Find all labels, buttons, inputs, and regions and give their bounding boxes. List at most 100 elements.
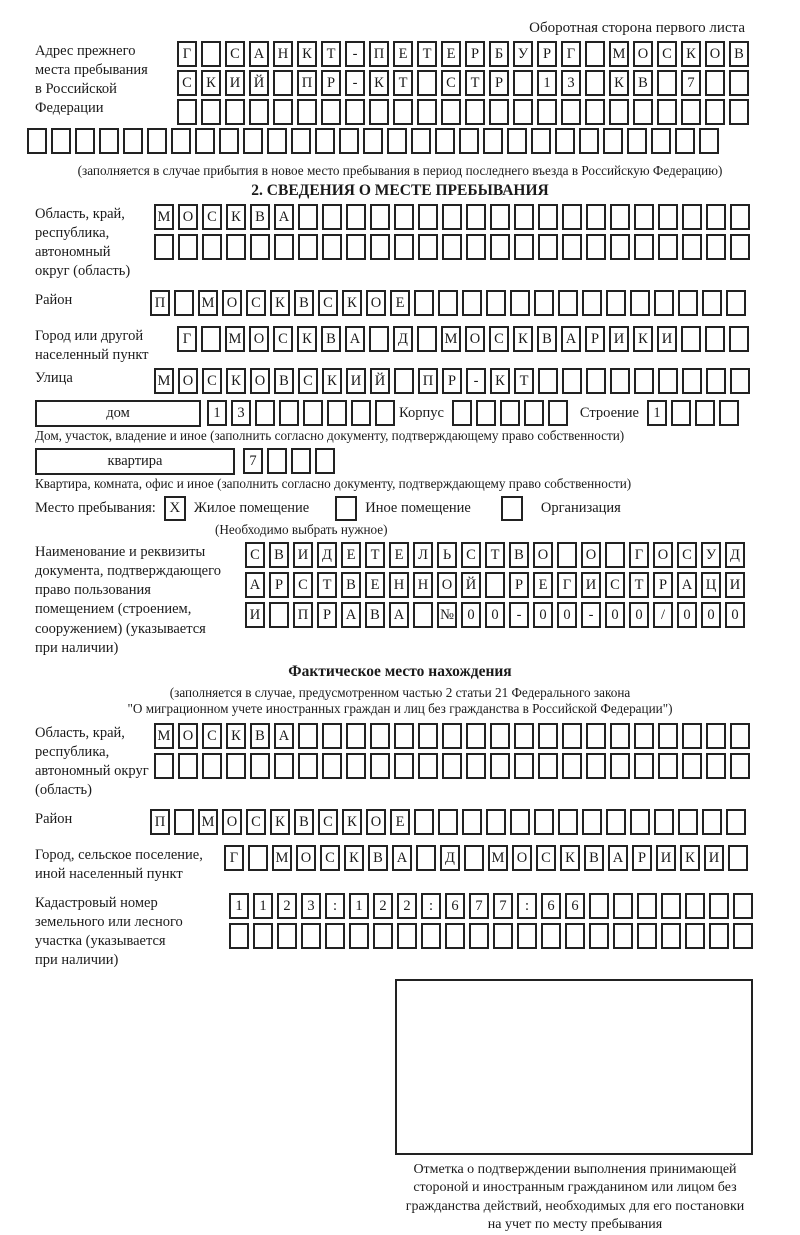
char-box[interactable] <box>154 234 174 260</box>
char-box[interactable] <box>274 234 294 260</box>
char-box[interactable] <box>411 128 431 154</box>
char-box[interactable]: К <box>560 845 580 871</box>
char-box[interactable] <box>466 234 486 260</box>
char-box[interactable] <box>603 128 623 154</box>
char-box[interactable]: Е <box>389 542 409 568</box>
char-box[interactable] <box>177 99 197 125</box>
char-box[interactable] <box>248 845 268 871</box>
char-box[interactable] <box>634 234 654 260</box>
char-box[interactable] <box>606 809 626 835</box>
char-box[interactable] <box>730 723 750 749</box>
char-box[interactable] <box>694 400 715 426</box>
char-box[interactable] <box>610 234 630 260</box>
char-box[interactable] <box>315 128 335 154</box>
char-box[interactable] <box>490 753 510 779</box>
char-box[interactable] <box>654 809 674 835</box>
char-box[interactable]: С <box>298 368 318 394</box>
char-box[interactable] <box>630 290 650 316</box>
organization-checkbox[interactable] <box>500 495 523 521</box>
char-box[interactable] <box>634 753 654 779</box>
char-box[interactable]: Т <box>485 542 505 568</box>
char-box[interactable] <box>730 204 750 230</box>
char-box[interactable]: В <box>509 542 529 568</box>
char-box[interactable]: - <box>345 41 365 67</box>
char-box[interactable]: 7 <box>493 893 513 919</box>
char-box[interactable]: О <box>633 41 653 67</box>
char-box[interactable] <box>651 128 671 154</box>
char-box[interactable]: Г <box>557 572 577 598</box>
other-premises-checkbox[interactable] <box>335 495 358 521</box>
char-box[interactable]: О <box>653 542 673 568</box>
char-box[interactable]: А <box>274 723 294 749</box>
char-box[interactable] <box>462 809 482 835</box>
char-box[interactable] <box>729 326 749 352</box>
char-box[interactable] <box>75 128 95 154</box>
char-box[interactable]: Т <box>393 70 413 96</box>
char-box[interactable]: П <box>369 41 389 67</box>
char-box[interactable] <box>417 99 437 125</box>
char-box[interactable]: М <box>154 368 174 394</box>
char-box[interactable]: 0 <box>725 602 745 628</box>
char-box[interactable]: Ц <box>701 572 721 598</box>
char-box[interactable] <box>538 723 558 749</box>
char-box[interactable] <box>657 70 677 96</box>
char-box[interactable] <box>298 234 318 260</box>
char-box[interactable]: 1 <box>253 893 273 919</box>
char-box[interactable] <box>346 234 366 260</box>
char-box[interactable]: 0 <box>485 602 505 628</box>
char-box[interactable]: С <box>293 572 313 598</box>
char-box[interactable]: М <box>198 290 218 316</box>
char-box[interactable] <box>418 234 438 260</box>
char-box[interactable]: Е <box>365 572 385 598</box>
char-box[interactable]: 6 <box>445 893 465 919</box>
char-box[interactable] <box>349 923 369 949</box>
char-box[interactable] <box>483 128 503 154</box>
residential-checkbox[interactable]: X <box>163 495 186 521</box>
char-box[interactable] <box>298 204 318 230</box>
char-box[interactable] <box>547 400 568 426</box>
char-box[interactable]: В <box>294 290 314 316</box>
char-box[interactable] <box>417 326 437 352</box>
char-box[interactable] <box>346 753 366 779</box>
char-box[interactable]: А <box>389 602 409 628</box>
char-box[interactable]: Р <box>509 572 529 598</box>
char-box[interactable]: С <box>318 290 338 316</box>
char-box[interactable] <box>201 326 221 352</box>
char-box[interactable] <box>586 753 606 779</box>
char-box[interactable] <box>417 70 437 96</box>
char-box[interactable] <box>537 99 557 125</box>
char-box[interactable] <box>633 99 653 125</box>
char-box[interactable] <box>178 234 198 260</box>
char-box[interactable] <box>394 723 414 749</box>
char-box[interactable] <box>267 448 287 474</box>
char-box[interactable]: И <box>725 572 745 598</box>
char-box[interactable]: Е <box>533 572 553 598</box>
char-box[interactable] <box>475 400 496 426</box>
char-box[interactable]: № <box>437 602 457 628</box>
char-box[interactable]: 2 <box>397 893 417 919</box>
char-box[interactable] <box>394 204 414 230</box>
char-box[interactable] <box>582 290 602 316</box>
char-box[interactable]: 1 <box>229 893 249 919</box>
char-box[interactable] <box>489 99 509 125</box>
char-box[interactable]: 3 <box>561 70 581 96</box>
char-box[interactable] <box>514 753 534 779</box>
char-box[interactable]: О <box>250 368 270 394</box>
char-box[interactable] <box>675 128 695 154</box>
char-box[interactable]: О <box>249 326 269 352</box>
char-box[interactable]: Е <box>390 290 410 316</box>
char-box[interactable]: О <box>465 326 485 352</box>
char-box[interactable]: О <box>222 290 242 316</box>
char-box[interactable]: П <box>293 602 313 628</box>
char-box[interactable]: 6 <box>565 893 585 919</box>
char-box[interactable]: 2 <box>277 893 297 919</box>
char-box[interactable]: О <box>533 542 553 568</box>
char-box[interactable]: 7 <box>681 70 701 96</box>
char-box[interactable] <box>585 70 605 96</box>
char-box[interactable] <box>298 723 318 749</box>
char-box[interactable]: Д <box>393 326 413 352</box>
char-box[interactable] <box>418 753 438 779</box>
char-box[interactable]: 1 <box>349 893 369 919</box>
char-box[interactable] <box>586 204 606 230</box>
char-box[interactable] <box>709 893 729 919</box>
